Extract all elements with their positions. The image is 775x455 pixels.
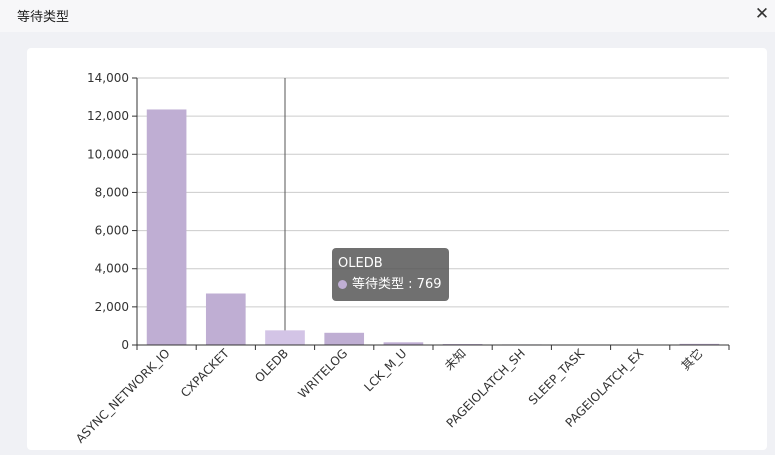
bar — [324, 332, 365, 345]
y-tick-label: 14,000 — [87, 71, 129, 85]
y-tick-label: 2,000 — [95, 300, 129, 314]
x-tick-label: SLEEP_TASK — [526, 345, 588, 407]
x-tick-label: WRITELOG — [295, 346, 350, 401]
y-tick-label: 6,000 — [95, 224, 129, 238]
chart-card: 0 2,000 4,000 6,000 8,000 10,000 12,000 14,000 A… — [27, 48, 767, 450]
bar — [679, 343, 720, 345]
y-tick-label: 8,000 — [95, 185, 129, 199]
close-icon[interactable]: ✕ — [754, 4, 770, 24]
bar-chart: 0 2,000 4,000 6,000 8,000 10,000 12,000 14,000 A… — [73, 71, 730, 446]
x-tick-label: OLEDB — [252, 346, 291, 385]
bar — [265, 330, 305, 345]
dialog-title: 等待类型 — [17, 10, 70, 25]
tooltip-separator: : — [404, 277, 417, 292]
x-tick-label: ASYNC_NETWORK_IO — [73, 346, 173, 446]
x-tick-label: 其它 — [678, 346, 706, 374]
tooltip-title: OLEDB — [338, 256, 383, 271]
tooltip-series-name: 等待类型 — [352, 277, 405, 292]
x-tick-label: 未知 — [442, 346, 469, 373]
y-tick-label: 10,000 — [87, 147, 129, 161]
y-tick-label: 4,000 — [95, 262, 129, 276]
chart-tooltip: OLEDB 等待类型 : 769 — [332, 248, 449, 301]
y-tick-label: 0 — [121, 338, 129, 352]
bar — [383, 342, 424, 345]
y-tick-label: 12,000 — [87, 109, 129, 123]
dialog-header: 等待类型 ✕ — [0, 0, 775, 32]
tooltip-row: 等待类型 : 769 — [338, 274, 442, 295]
x-tick-label: CXPACKET — [178, 346, 232, 400]
bar — [205, 293, 246, 345]
x-tick-label: LCK_M_U — [361, 346, 409, 394]
tooltip-series-dot — [338, 280, 347, 289]
tooltip-value: 769 — [416, 277, 442, 292]
bar — [146, 109, 187, 345]
